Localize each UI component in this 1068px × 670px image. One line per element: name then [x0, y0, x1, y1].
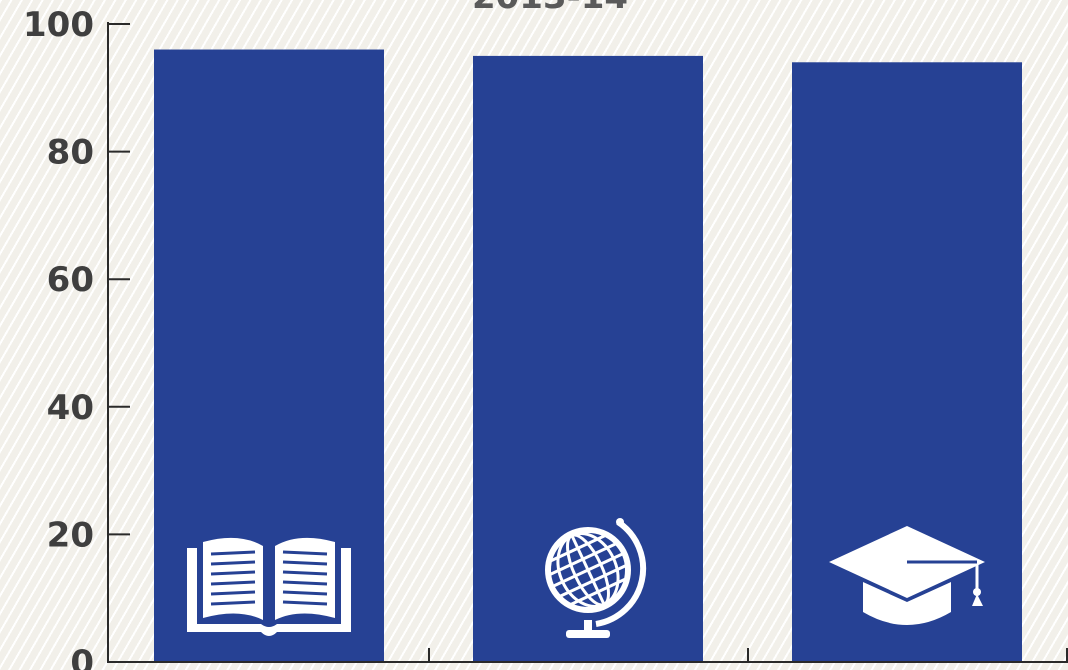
axes: 0 20 40 60 80 100 [23, 5, 1068, 670]
category-icons [187, 518, 985, 638]
y-tick-label-100: 100 [23, 5, 94, 45]
book-icon [187, 537, 351, 636]
chart-title: 2013-14 [472, 0, 628, 17]
graduation-cap-icon [829, 526, 985, 625]
globe-icon [545, 518, 647, 638]
bars [154, 49, 1022, 662]
bar-geography [473, 55, 703, 662]
y-tick-label-20: 20 [47, 515, 94, 555]
y-tick-label-0: 0 [70, 643, 94, 670]
y-tick-label-40: 40 [47, 388, 94, 428]
y-tick-label-60: 60 [47, 260, 94, 300]
y-tick-label-80: 80 [47, 133, 94, 173]
